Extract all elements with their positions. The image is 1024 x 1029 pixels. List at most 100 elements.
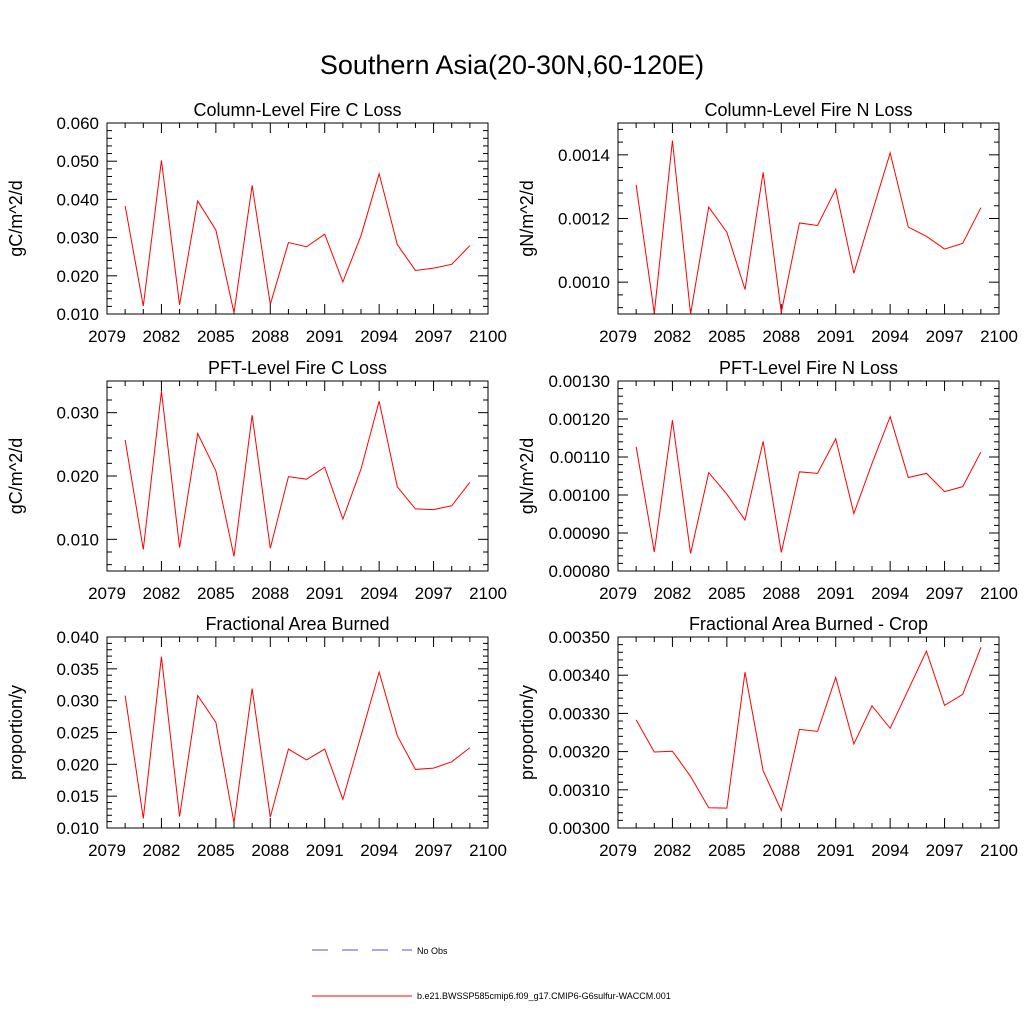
panel-2-xtick-label: 2091 xyxy=(817,327,855,346)
panel-5-xtick-label: 2094 xyxy=(360,841,398,860)
panel-2-xtick-label: 2085 xyxy=(708,327,746,346)
panel-3-series-line xyxy=(124,391,471,557)
panel-1-xtick-label: 2082 xyxy=(143,327,181,346)
panel-6-xtick-label: 2091 xyxy=(817,841,855,860)
panel-1-ytick-label: 0.020 xyxy=(56,267,99,286)
panel-6-ytick-label: 0.00320 xyxy=(549,743,610,762)
panel-5-xtick-label: 2085 xyxy=(197,841,235,860)
panel-2-ytick-label: 0.0014 xyxy=(558,146,610,165)
panel-4-ytick-label: 0.00100 xyxy=(549,486,610,505)
panel-3-xtick-label: 2097 xyxy=(415,584,453,603)
panel-4-xtick-label: 2085 xyxy=(708,584,746,603)
panel-6-ylabel: proportion/y xyxy=(517,685,537,780)
panel-1-xtick-label: 2091 xyxy=(306,327,344,346)
panel-4-ytick-label: 0.00090 xyxy=(549,524,610,543)
panel-4-series-line xyxy=(635,415,982,554)
panel-1-series-line xyxy=(124,160,471,313)
panel-1-xtick-label: 2100 xyxy=(469,327,507,346)
panel-4-ylabel: gN/m^2/d xyxy=(517,438,537,514)
panel-5-ytick-label: 0.040 xyxy=(56,628,99,647)
panel-3-xtick-label: 2085 xyxy=(197,584,235,603)
panel-1-xtick-label: 2094 xyxy=(360,327,398,346)
panel-2-ytick-label: 0.0012 xyxy=(558,210,610,229)
panel-6-xtick-label: 2085 xyxy=(708,841,746,860)
panel-5-ylabel: proportion/y xyxy=(6,685,26,780)
panel-1-ytick-label: 0.050 xyxy=(56,152,99,171)
panel-1-ylabel: gC/m^2/d xyxy=(6,180,26,256)
panel-1-xtick-label: 2088 xyxy=(251,327,289,346)
panel-1-ytick-label: 0.030 xyxy=(56,229,99,248)
panel-6-xtick-label: 2088 xyxy=(762,841,800,860)
panel-1-title: Column-Level Fire C Loss xyxy=(193,100,401,120)
panel-3-frame xyxy=(106,380,489,572)
panel-6-xtick-label: 2100 xyxy=(980,841,1018,860)
panel-4-xtick-label: 2094 xyxy=(871,584,909,603)
panel-3-xtick-label: 2082 xyxy=(143,584,181,603)
panel-5-frame xyxy=(106,636,489,829)
panel-4-ytick-label: 0.00130 xyxy=(549,372,610,391)
panel-3-xtick-label: 2094 xyxy=(360,584,398,603)
panel-1-xtick-label: 2097 xyxy=(415,327,453,346)
panel-3-xtick-label: 2088 xyxy=(251,584,289,603)
panel-4-xtick-label: 2091 xyxy=(817,584,855,603)
panel-5-ytick-label: 0.035 xyxy=(56,660,99,679)
panel-5-xtick-label: 2091 xyxy=(306,841,344,860)
panel-5-xtick-label: 2079 xyxy=(88,841,126,860)
panel-6-frame xyxy=(617,636,1000,829)
panel-1-ytick-label: 0.010 xyxy=(56,305,99,324)
panel-6-ytick-label: 0.00310 xyxy=(549,781,610,800)
panel-3-xtick-label: 2100 xyxy=(469,584,507,603)
panel-5-ytick-label: 0.010 xyxy=(56,819,99,838)
panel-2-title: Column-Level Fire N Loss xyxy=(704,100,912,120)
panel-4-xtick-label: 2079 xyxy=(599,584,637,603)
panel-3-title: PFT-Level Fire C Loss xyxy=(208,358,387,378)
panel-1-frame xyxy=(106,122,489,315)
panel-3-ytick-label: 0.020 xyxy=(56,467,99,486)
panel-5-title: Fractional Area Burned xyxy=(205,614,389,634)
panel-2-xtick-label: 2082 xyxy=(654,327,692,346)
panel-2-xtick-label: 2079 xyxy=(599,327,637,346)
panel-1-ytick-label: 0.060 xyxy=(56,114,99,133)
panel-6-xtick-label: 2097 xyxy=(926,841,964,860)
panel-2-series-line xyxy=(635,140,982,315)
panel-2-xtick-label: 2097 xyxy=(926,327,964,346)
panel-3-xtick-label: 2091 xyxy=(306,584,344,603)
panel-5-series-line xyxy=(124,656,471,823)
panel-1-xtick-label: 2085 xyxy=(197,327,235,346)
panel-1-xtick-label: 2079 xyxy=(88,327,126,346)
panel-4-title: PFT-Level Fire N Loss xyxy=(719,358,898,378)
panel-4-ytick-label: 0.00110 xyxy=(550,448,610,467)
panel-5-ytick-label: 0.025 xyxy=(56,724,99,743)
panel-5-xtick-label: 2082 xyxy=(143,841,181,860)
panel-3-xtick-label: 2079 xyxy=(88,584,126,603)
panel-4-frame xyxy=(617,380,1000,572)
panel-6-series-line xyxy=(635,647,982,812)
legend-label-no-obs: No Obs xyxy=(417,946,448,956)
legend-label-model: b.e21.BWSSP585cmip6.f09_g17.CMIP6-G6sulf… xyxy=(417,991,671,1001)
panel-4-ytick-label: 0.00120 xyxy=(549,410,610,429)
panel-3-ytick-label: 0.030 xyxy=(56,404,99,423)
panel-2-xtick-label: 2094 xyxy=(871,327,909,346)
panel-6-ytick-label: 0.00340 xyxy=(549,666,610,685)
panel-6-ytick-label: 0.00350 xyxy=(549,628,610,647)
panel-6-ytick-label: 0.00300 xyxy=(549,819,610,838)
panel-5-ytick-label: 0.020 xyxy=(56,755,99,774)
panel-6-xtick-label: 2094 xyxy=(871,841,909,860)
panel-2-ylabel: gN/m^2/d xyxy=(517,180,537,256)
panel-5-ytick-label: 0.015 xyxy=(56,787,99,806)
panel-5-xtick-label: 2097 xyxy=(415,841,453,860)
panel-5-xtick-label: 2100 xyxy=(469,841,507,860)
panel-5-xtick-label: 2088 xyxy=(251,841,289,860)
figure-title: Southern Asia(20-30N,60-120E) xyxy=(319,50,705,80)
panel-4-xtick-label: 2088 xyxy=(762,584,800,603)
panel-4-ytick-label: 0.00080 xyxy=(549,562,610,581)
panel-6-xtick-label: 2082 xyxy=(654,841,692,860)
panel-2-xtick-label: 2100 xyxy=(980,327,1018,346)
panel-2-ytick-label: 0.0010 xyxy=(558,273,610,292)
panel-5-ytick-label: 0.030 xyxy=(56,692,99,711)
panel-2-xtick-label: 2088 xyxy=(762,327,800,346)
panel-2-frame xyxy=(617,122,1000,315)
panel-4-xtick-label: 2097 xyxy=(926,584,964,603)
